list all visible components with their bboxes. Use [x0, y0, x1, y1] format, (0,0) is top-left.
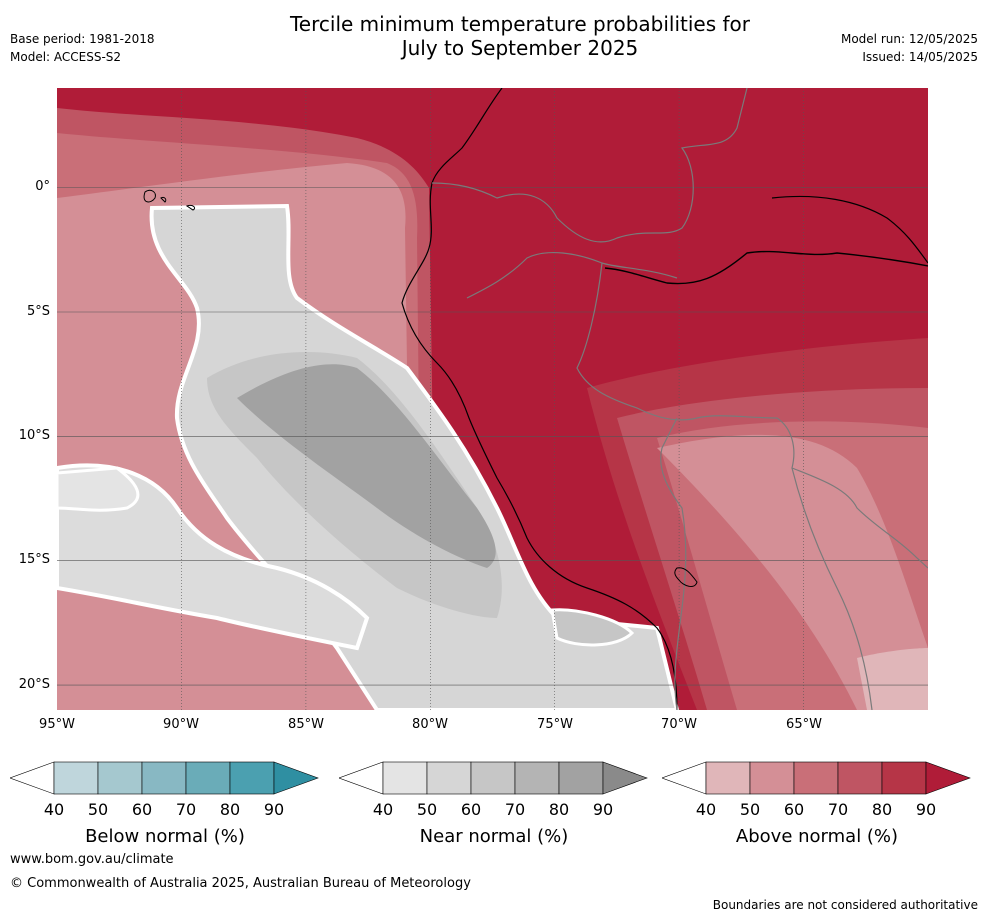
meta-left: Base period: 1981-2018 Model: ACCESS-S2	[10, 30, 155, 66]
cbar-swatch-under	[339, 761, 384, 795]
probability-map	[57, 88, 928, 710]
cbar-near-tick-50: 50	[416, 800, 438, 819]
colorbar-near-swatches	[339, 761, 648, 795]
inland-above-40-zone	[857, 648, 928, 710]
meta-right: Model run: 12/05/2025 Issued: 14/05/2025	[841, 30, 978, 66]
cbar-near-tick-60: 60	[460, 800, 482, 819]
lon-label-70w: 70°W	[661, 717, 697, 732]
grid-lat	[57, 187, 928, 686]
cbar-below-tick-40: 40	[43, 800, 65, 819]
river-north	[771, 195, 928, 264]
map-title: Tercile minimum temperature probabilitie…	[200, 12, 840, 60]
cbar-above-tick-70: 70	[827, 800, 849, 819]
cbar-below-tick-50: 50	[87, 800, 109, 819]
cbar-swatch-3	[141, 761, 187, 795]
lat-label-10s: 10°S	[18, 428, 50, 443]
cbar-above-tick-40: 40	[695, 800, 717, 819]
cbar-swatch-under	[662, 761, 707, 795]
colorbar-near-normal: 40 50 60 70 80 90 Near normal (%)	[339, 758, 669, 848]
map-title-line1: Tercile minimum temperature probabilitie…	[289, 12, 751, 36]
near-normal-blob-coast	[550, 608, 635, 647]
model-run: Model run: 12/05/2025	[840, 32, 978, 46]
cbar-swatch-4	[514, 761, 560, 795]
base-period: Base period: 1981-2018	[10, 32, 155, 46]
boundaries-disclaimer: Boundaries are not considered authoritat…	[712, 898, 978, 912]
model-name: Model: ACCESS-S2	[10, 50, 122, 64]
near-normal-blob-west	[57, 466, 140, 512]
cbar-swatch-3	[793, 761, 839, 795]
cbar-swatch-3	[470, 761, 516, 795]
lat-label-15s: 15°S	[18, 552, 50, 567]
near-normal-70-zone	[237, 364, 496, 568]
cbar-swatch-over	[602, 761, 648, 795]
website-link[interactable]: www.bom.gov.au/climate	[10, 852, 174, 867]
cbar-swatch-1	[382, 761, 428, 795]
lake-titicaca	[674, 567, 698, 587]
galapagos-islands	[143, 189, 196, 211]
lat-label-5s: 5°S	[26, 304, 50, 319]
colorbar-above-swatches	[662, 761, 971, 795]
colorbar-below-normal: 40 50 60 70 80 90 Below normal (%)	[10, 758, 340, 848]
cbar-swatch-over	[273, 761, 319, 795]
cbar-near-tick-90: 90	[592, 800, 614, 819]
cbar-swatch-2	[97, 761, 143, 795]
cbar-below-tick-70: 70	[175, 800, 197, 819]
cbar-near-tick-40: 40	[372, 800, 394, 819]
inland-above-50-zone	[657, 434, 928, 710]
lat-label-20s: 20°S	[18, 677, 50, 692]
lon-label-90w: 90°W	[163, 717, 199, 732]
lon-label-75w: 75°W	[537, 717, 573, 732]
cbar-below-tick-90: 90	[263, 800, 285, 819]
cbar-below-tick-60: 60	[131, 800, 153, 819]
river	[604, 250, 928, 285]
cbar-swatch-5	[881, 761, 927, 795]
copyright-notice: © Commonwealth of Australia 2025, Austra…	[10, 876, 471, 891]
cbar-swatch-under	[10, 761, 55, 795]
lon-label-95w: 95°W	[39, 717, 75, 732]
cbar-swatch-5	[229, 761, 275, 795]
issued-date: Issued: 14/05/2025	[862, 50, 978, 64]
colorbar-above-normal: 40 50 60 70 80 90 Above normal (%)	[662, 758, 988, 848]
cbar-swatch-1	[705, 761, 751, 795]
cbar-swatch-4	[837, 761, 883, 795]
lon-label-85w: 85°W	[288, 717, 324, 732]
cbar-above-tick-80: 80	[871, 800, 893, 819]
cbar-above-title: Above normal (%)	[735, 826, 899, 847]
cbar-swatch-4	[185, 761, 231, 795]
cbar-swatch-over	[925, 761, 971, 795]
map-title-line2: July to September 2025	[401, 36, 639, 60]
cbar-near-title: Near normal (%)	[419, 826, 569, 847]
cbar-near-tick-70: 70	[504, 800, 526, 819]
cbar-above-tick-60: 60	[783, 800, 805, 819]
cbar-below-tick-80: 80	[219, 800, 241, 819]
cbar-near-tick-80: 80	[548, 800, 570, 819]
cbar-swatch-2	[426, 761, 472, 795]
cbar-swatch-5	[558, 761, 604, 795]
lat-label-0: 0°	[35, 179, 50, 194]
cbar-below-title: Below normal (%)	[85, 826, 245, 847]
colorbar-below-swatches	[10, 761, 319, 795]
cbar-above-tick-90: 90	[915, 800, 937, 819]
country-borders	[431, 88, 928, 710]
lon-label-80w: 80°W	[412, 717, 448, 732]
lon-label-65w: 65°W	[786, 717, 822, 732]
cbar-above-tick-50: 50	[739, 800, 761, 819]
cbar-swatch-2	[749, 761, 795, 795]
cbar-swatch-1	[53, 761, 99, 795]
near-normal-south-band	[57, 463, 370, 651]
